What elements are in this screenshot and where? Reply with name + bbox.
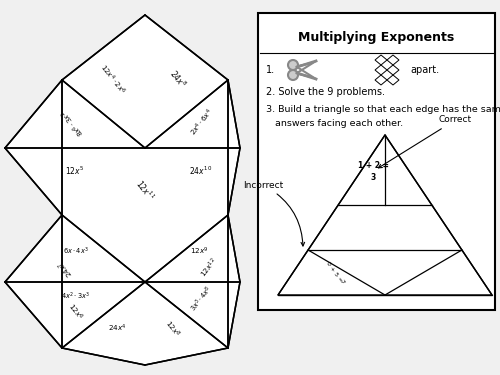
Text: 1 + 2 =: 1 + 2 = xyxy=(358,160,388,170)
Text: $3x^3 \cdot 4x^8$: $3x^3 \cdot 4x^8$ xyxy=(188,284,215,314)
Polygon shape xyxy=(5,15,240,365)
Text: answers facing each other.: answers facing each other. xyxy=(266,118,403,128)
Text: $24x^7$: $24x^7$ xyxy=(56,257,76,279)
Text: $24x^8$: $24x^8$ xyxy=(166,68,188,90)
Text: 2. Solve the 9 problems.: 2. Solve the 9 problems. xyxy=(266,87,385,97)
Text: $12x^4 \cdot 2x^6$: $12x^4 \cdot 2x^6$ xyxy=(97,62,128,96)
Text: $8x^6 \cdot 3x^2$: $8x^6 \cdot 3x^2$ xyxy=(58,107,86,138)
Text: 3. Build a triangle so that each edge has the same: 3. Build a triangle so that each edge ha… xyxy=(266,105,500,114)
Circle shape xyxy=(288,70,298,80)
Text: 1.: 1. xyxy=(266,65,275,75)
Text: $2x^4 \cdot 6x^4$: $2x^4 \cdot 6x^4$ xyxy=(188,106,216,138)
Text: Incorrect: Incorrect xyxy=(243,180,304,246)
Text: $12x^8$: $12x^8$ xyxy=(162,318,183,339)
Text: $12x^9$: $12x^9$ xyxy=(190,246,208,257)
Text: $12x^6$: $12x^6$ xyxy=(66,301,86,323)
Text: Multiplying Exponents: Multiplying Exponents xyxy=(298,30,454,44)
Text: 7: 7 xyxy=(338,279,345,285)
Text: apart.: apart. xyxy=(410,65,439,75)
Text: $6x \cdot 4x^3$: $6x \cdot 4x^3$ xyxy=(62,246,88,257)
Text: $24x^{10}$: $24x^{10}$ xyxy=(189,164,212,177)
Text: $24x^4$: $24x^4$ xyxy=(108,323,126,334)
Text: $12x^5$: $12x^5$ xyxy=(65,164,84,177)
FancyBboxPatch shape xyxy=(258,13,495,310)
Polygon shape xyxy=(278,135,492,295)
Circle shape xyxy=(288,60,298,70)
Text: $4x^2 \cdot 3x^3$: $4x^2 \cdot 3x^3$ xyxy=(61,290,90,302)
Text: 3: 3 xyxy=(370,174,376,183)
Text: 0 + 5 =: 0 + 5 = xyxy=(324,261,342,284)
Text: Correct: Correct xyxy=(378,116,472,168)
Text: $12x^{12}$: $12x^{12}$ xyxy=(198,256,220,280)
Text: $12x^{11}$: $12x^{11}$ xyxy=(133,178,157,204)
